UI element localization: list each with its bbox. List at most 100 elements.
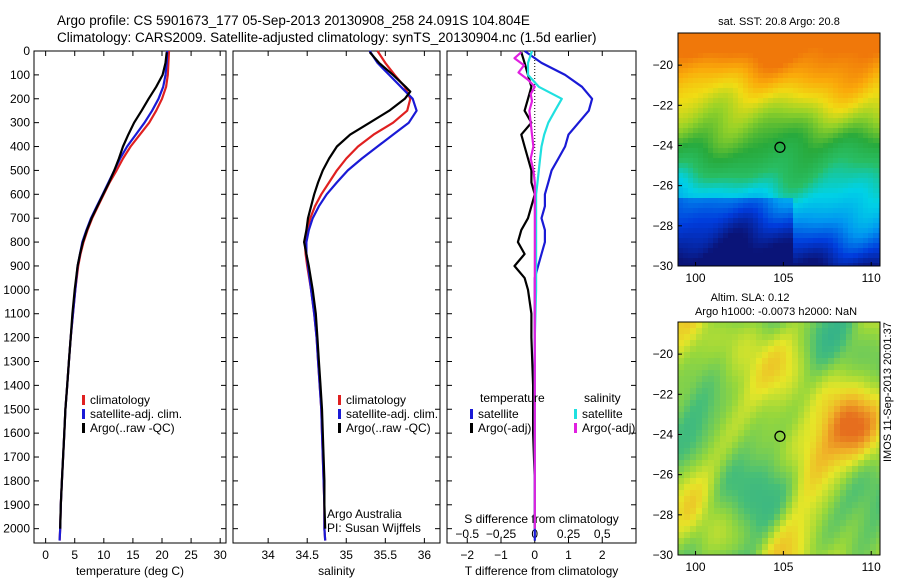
map-cell <box>768 48 774 54</box>
map-cell <box>786 442 793 449</box>
map-cell <box>733 53 739 59</box>
map-cell <box>868 203 874 209</box>
map-cell <box>748 83 754 89</box>
map-cell <box>728 123 734 129</box>
map-cell <box>792 514 799 521</box>
map-cell <box>833 93 839 99</box>
map-cell <box>878 38 880 44</box>
map-cell <box>848 193 854 199</box>
map-cell <box>773 98 779 104</box>
map-cell <box>788 38 794 44</box>
map-cell <box>803 213 809 219</box>
map-cell <box>726 514 733 521</box>
map-cell <box>848 33 854 39</box>
map-cell <box>868 183 874 189</box>
map-cell <box>693 183 699 189</box>
legend-swatch <box>574 423 577 433</box>
map-cell <box>678 526 685 533</box>
map-cell <box>852 376 859 383</box>
map-cell <box>762 466 769 473</box>
map-cell <box>732 412 739 419</box>
map-cell <box>778 153 784 159</box>
map-cell <box>768 424 775 431</box>
map-cell <box>870 502 877 509</box>
map-cell <box>798 203 804 209</box>
map-cell <box>828 173 834 179</box>
map-cell <box>774 430 781 437</box>
map-cell <box>738 352 745 359</box>
map-cell <box>713 243 719 249</box>
map-cell <box>818 103 824 109</box>
map-cell <box>708 228 714 234</box>
map-cell <box>876 454 880 461</box>
map-cell <box>858 113 864 119</box>
map-cell <box>843 103 849 109</box>
map-cell <box>713 178 719 184</box>
map-cell <box>750 520 757 527</box>
map-cell <box>753 108 759 114</box>
map-cell <box>843 208 849 214</box>
map-cell <box>726 496 733 503</box>
map-cell <box>763 123 769 129</box>
map-cell <box>753 158 759 164</box>
map-cell <box>690 532 697 539</box>
map-cell <box>843 193 849 199</box>
map-cell <box>858 198 864 204</box>
map-cell <box>788 223 794 229</box>
map-cell <box>684 358 691 365</box>
map-cell <box>840 400 847 407</box>
map-cell <box>768 148 774 154</box>
map-cell <box>852 526 859 533</box>
map-cell <box>858 466 865 473</box>
map-cell <box>813 48 819 54</box>
map-cell <box>868 243 874 249</box>
map-cell <box>750 388 757 395</box>
map-cell <box>804 472 811 479</box>
map-cell <box>688 43 694 49</box>
map-cell <box>823 203 829 209</box>
map-cell <box>744 490 751 497</box>
map-cell <box>774 538 781 545</box>
map-cell <box>696 544 703 551</box>
map-cell <box>793 133 799 139</box>
map-cell <box>688 193 694 199</box>
map-cell <box>793 128 799 134</box>
map-cell <box>816 478 823 485</box>
map-cell <box>738 478 745 485</box>
map-cell <box>702 490 709 497</box>
map-cell <box>853 48 859 54</box>
map-cell <box>693 198 699 204</box>
map-cell <box>768 158 774 164</box>
map-cell <box>813 223 819 229</box>
map-cell <box>728 58 734 64</box>
map-cell <box>756 520 763 527</box>
map-x-tick-label: 100 <box>686 560 706 574</box>
map-cell <box>792 406 799 413</box>
map-cell <box>833 58 839 64</box>
map-cell <box>818 253 824 259</box>
map-cell <box>678 218 684 224</box>
map-cell <box>756 436 763 443</box>
map-cell <box>708 328 715 335</box>
map-cell <box>748 193 754 199</box>
map-cell <box>690 478 697 485</box>
map-cell <box>683 168 689 174</box>
map-cell <box>783 178 789 184</box>
map-cell <box>708 430 715 437</box>
map-cell <box>743 183 749 189</box>
map-cell <box>843 223 849 229</box>
map-cell <box>864 388 871 395</box>
map-cell <box>708 484 715 491</box>
map-cell <box>786 472 793 479</box>
map-cell <box>708 73 714 79</box>
map-cell <box>778 218 784 224</box>
map-cell <box>693 228 699 234</box>
map-cell <box>833 128 839 134</box>
map-cell <box>774 412 781 419</box>
map-cell <box>848 93 854 99</box>
map-cell <box>748 118 754 124</box>
map-cell <box>876 514 880 521</box>
map-cell <box>843 178 849 184</box>
map-cell <box>778 68 784 74</box>
map-cell <box>762 400 769 407</box>
